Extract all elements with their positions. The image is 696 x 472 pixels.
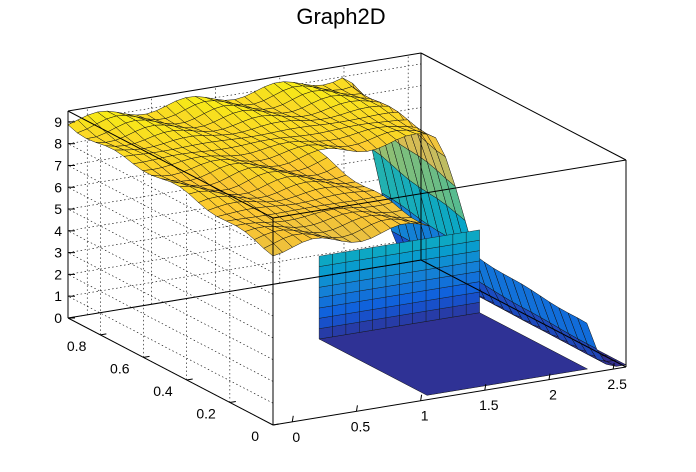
grid-line-z-5 (67, 150, 422, 317)
frame-front-edge-0 (272, 366, 627, 426)
grid-line-z-4 (67, 172, 422, 339)
tick-layer: 0 0.5 1 1.5 2 2.5 0 0.2 0.4 0.6 0.8 0 1 2 3 4 5 6 7 8 9 (54, 114, 627, 445)
frame-back-edge-3 (67, 52, 422, 112)
y-tick-mark (143, 355, 150, 358)
x-tick-label: 0.5 (351, 418, 371, 434)
z-tick-label: 0 (54, 310, 62, 326)
surface-wall-cell (439, 233, 454, 248)
frame-layer (67, 52, 627, 426)
grid-line-z-8 (67, 85, 422, 251)
surface-wall-cell (452, 231, 467, 245)
x-tick-label: 2.5 (607, 376, 627, 392)
surface-wall-cell (345, 249, 360, 263)
x-tick-mark (291, 415, 294, 422)
surface-wall-cell (318, 253, 333, 267)
surface-wall-cell (425, 236, 440, 250)
y-tick-mark (229, 400, 236, 403)
x-tick-mark (548, 373, 551, 380)
y-tick-label: 0.4 (153, 383, 173, 399)
z-tick-label: 5 (54, 201, 62, 217)
x-tick-mark (355, 405, 358, 412)
grid-line-z-1 (67, 237, 422, 404)
frame-front-edge-3 (272, 159, 627, 219)
z-tick-label: 2 (54, 266, 62, 282)
surface-wall-cell (332, 251, 347, 265)
grid-line-z-7 (67, 107, 422, 273)
y-tick-mark (100, 333, 107, 336)
surface-wall-cell (412, 238, 427, 252)
surface-layer (67, 77, 627, 396)
x-tick-label: 2 (549, 387, 557, 403)
grid-line-z-6 (67, 129, 422, 295)
chart-title: Graph2D (296, 4, 385, 29)
x-tick-mark (484, 384, 487, 391)
surface-wall-cell (359, 247, 373, 261)
z-tick-label: 7 (54, 157, 62, 173)
z-tick-label: 4 (54, 223, 62, 239)
frame-back-edge-4 (67, 110, 274, 219)
surface-wall-cell (399, 240, 413, 254)
y-tick-label: 0.2 (196, 405, 216, 421)
z-tick-label: 1 (54, 288, 62, 304)
y-tick-mark (186, 378, 193, 381)
x-tick-label: 1 (421, 408, 429, 424)
grid-line-z-2 (67, 216, 422, 382)
z-tick-label: 8 (54, 136, 62, 152)
z-tick-label: 3 (54, 245, 62, 261)
z-tick-label: 6 (54, 179, 62, 195)
surface-wall-cell (385, 242, 400, 256)
frame-back-edge-1 (67, 317, 274, 426)
frame-front-edge-4 (420, 52, 627, 161)
grid-line-z-3 (67, 194, 422, 360)
frame-back-edge-0 (67, 259, 422, 319)
surface-wall-cell (466, 229, 480, 243)
y-tick-label: 0.6 (110, 360, 130, 376)
z-tick-label: 9 (54, 114, 62, 130)
surface-wall-cell (372, 244, 387, 259)
y-tick-label: 0.8 (67, 338, 87, 354)
y-tick-label: 0 (251, 428, 259, 444)
frame-front-edge-1 (420, 259, 627, 368)
y-tick-mark (272, 423, 280, 426)
x-tick-mark (612, 363, 615, 370)
x-tick-mark (420, 394, 423, 401)
x-tick-label: 0 (292, 429, 300, 445)
x-tick-label: 1.5 (479, 397, 499, 413)
